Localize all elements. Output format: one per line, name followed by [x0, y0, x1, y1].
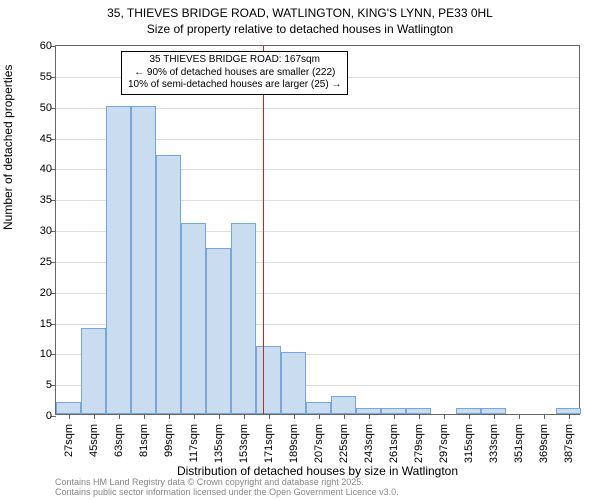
x-tick-mark — [544, 414, 545, 419]
x-tick-mark — [144, 414, 145, 419]
x-tick-label: 243sqm — [363, 420, 375, 463]
x-tick-label: 27sqm — [63, 420, 75, 457]
annotation-box: 35 THIEVES BRIDGE ROAD: 167sqm← 90% of d… — [121, 51, 348, 95]
x-tick-label: 315sqm — [463, 420, 475, 463]
y-tick-label: 25 — [26, 256, 56, 268]
chart-container: 35, THIEVES BRIDGE ROAD, WATLINGTON, KIN… — [0, 0, 600, 500]
x-tick-label: 135sqm — [213, 420, 225, 463]
y-tick-label: 30 — [26, 225, 56, 237]
histogram-bar — [306, 402, 331, 414]
x-tick-label: 171sqm — [263, 420, 275, 463]
x-tick-label: 261sqm — [388, 420, 400, 463]
histogram-bar — [81, 328, 106, 414]
annotation-line: ← 90% of detached houses are smaller (22… — [128, 67, 341, 80]
x-tick-mark — [69, 414, 70, 419]
title-line-1: 35, THIEVES BRIDGE ROAD, WATLINGTON, KIN… — [0, 6, 600, 22]
x-tick-label: 207sqm — [313, 420, 325, 463]
x-tick-label: 369sqm — [538, 420, 550, 463]
y-tick-label: 20 — [26, 287, 56, 299]
x-tick-mark — [269, 414, 270, 419]
plot-area: 05101520253035404550556027sqm45sqm63sqm8… — [55, 45, 580, 415]
x-tick-mark — [119, 414, 120, 419]
title-line-2: Size of property relative to detached ho… — [0, 22, 600, 38]
x-tick-label: 297sqm — [438, 420, 450, 463]
x-tick-label: 279sqm — [413, 420, 425, 463]
x-tick-label: 45sqm — [88, 420, 100, 457]
x-tick-label: 351sqm — [513, 420, 525, 463]
x-tick-label: 189sqm — [288, 420, 300, 463]
histogram-bar — [331, 396, 356, 415]
x-tick-mark — [469, 414, 470, 419]
x-tick-mark — [169, 414, 170, 419]
x-tick-mark — [94, 414, 95, 419]
x-tick-label: 387sqm — [563, 420, 575, 463]
annotation-line: 10% of semi-detached houses are larger (… — [128, 79, 341, 92]
chart-footer: Contains HM Land Registry data © Crown c… — [55, 478, 399, 498]
y-tick-label: 40 — [26, 163, 56, 175]
x-tick-label: 225sqm — [338, 420, 350, 463]
y-tick-label: 15 — [26, 318, 56, 330]
histogram-bar — [106, 106, 131, 414]
y-axis-label: Number of detached properties — [1, 65, 15, 230]
histogram-bar — [131, 106, 156, 414]
histogram-bar — [256, 346, 281, 414]
y-tick-label: 60 — [26, 40, 56, 52]
x-tick-mark — [494, 414, 495, 419]
x-tick-mark — [369, 414, 370, 419]
x-tick-label: 153sqm — [238, 420, 250, 463]
annotation-line: 35 THIEVES BRIDGE ROAD: 167sqm — [128, 54, 341, 67]
y-tick-label: 50 — [26, 102, 56, 114]
x-tick-label: 99sqm — [163, 420, 175, 457]
y-tick-label: 35 — [26, 194, 56, 206]
histogram-bar — [56, 402, 81, 414]
x-tick-label: 333sqm — [488, 420, 500, 463]
y-tick-label: 45 — [26, 133, 56, 145]
x-tick-mark — [519, 414, 520, 419]
x-tick-mark — [219, 414, 220, 419]
x-tick-mark — [394, 414, 395, 419]
x-tick-mark — [419, 414, 420, 419]
histogram-bar — [181, 223, 206, 414]
y-tick-label: 10 — [26, 348, 56, 360]
y-tick-label: 5 — [26, 379, 56, 391]
y-tick-label: 0 — [26, 410, 56, 422]
x-tick-mark — [569, 414, 570, 419]
x-axis-label: Distribution of detached houses by size … — [55, 464, 580, 478]
histogram-bar — [156, 155, 181, 414]
x-tick-label: 63sqm — [113, 420, 125, 457]
x-tick-label: 81sqm — [138, 420, 150, 457]
x-tick-mark — [444, 414, 445, 419]
x-tick-mark — [319, 414, 320, 419]
histogram-bar — [281, 352, 306, 414]
chart-title: 35, THIEVES BRIDGE ROAD, WATLINGTON, KIN… — [0, 0, 600, 37]
x-tick-mark — [194, 414, 195, 419]
x-tick-mark — [344, 414, 345, 419]
y-tick-label: 55 — [26, 71, 56, 83]
x-tick-mark — [294, 414, 295, 419]
footer-line-2: Contains public sector information licen… — [55, 488, 399, 498]
reference-line — [263, 46, 264, 414]
x-tick-label: 117sqm — [188, 420, 200, 462]
histogram-bar — [206, 248, 231, 415]
x-tick-mark — [244, 414, 245, 419]
histogram-bar — [231, 223, 256, 414]
